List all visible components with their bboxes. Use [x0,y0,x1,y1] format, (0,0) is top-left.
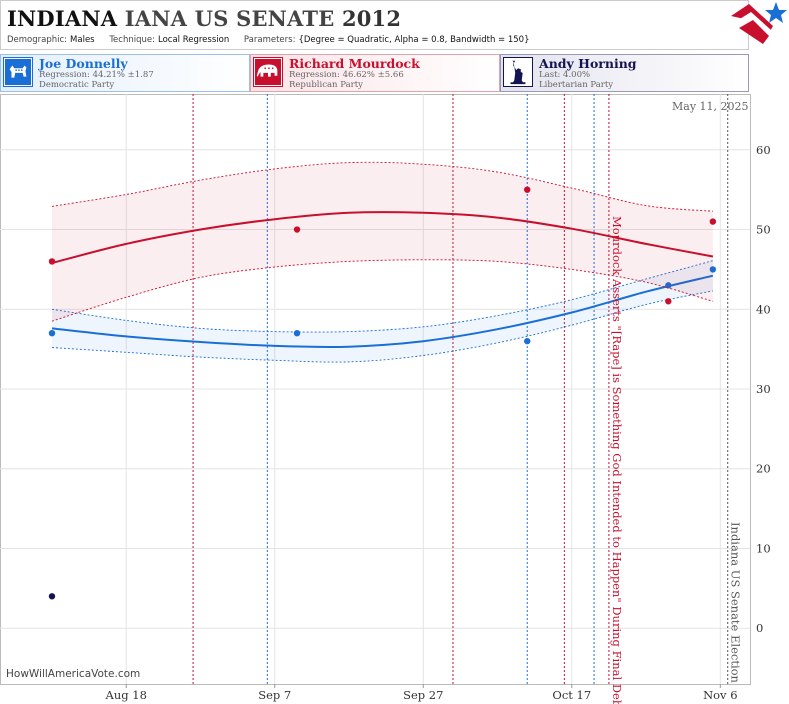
watermark: HowWillAmericaVote.com [6,668,141,680]
trend-line [51,274,714,349]
technique-value: Local Regression [157,35,230,45]
trend-line [51,211,714,264]
y-tick-label: 50 [756,223,771,237]
poll-point [48,329,56,337]
y-tick-label: 20 [756,462,771,476]
title-state: INDIANA [7,6,118,31]
candidate-party: Democratic Party [39,80,115,90]
confidence-band [52,162,713,322]
band-lower-line [51,259,714,322]
y-tick-label: 30 [756,382,771,396]
poll-point [524,186,531,193]
x-tick-label: Oct 17 [552,688,591,702]
candidate-party: Libertarian Party [539,80,614,90]
poll-point [665,298,672,305]
confidence-band [52,260,713,362]
parameters-value: {Degree = Quadratic, Alpha = 0.8, Bandwi… [298,35,530,45]
x-tick-label: Nov 6 [703,688,737,702]
header: INDIANA IANA US SENATE 2012 Demographic:… [0,0,749,50]
elephant-icon [253,57,283,87]
poll-point [48,593,56,600]
y-tick-label: 10 [756,541,771,555]
parameters-label: Parameters: [243,35,296,45]
page-title: INDIANA IANA US SENATE 2012 [7,6,401,31]
donkey-icon [3,57,33,87]
demographic-value: Males [70,35,95,45]
x-tick-label: Sep 7 [258,688,291,702]
poll-point [293,226,301,233]
candidate-card-republican: Richard Mourdock Regression: 46.62% ±5.6… [250,54,500,92]
statue-of-liberty-icon [503,57,533,87]
candidate-regression: Regression: 44.21% ±1.87 [39,70,154,80]
candidate-card-libertarian: Andy Horning Last: 4.00% Libertarian Par… [500,54,749,92]
title-year: 2012 [341,6,402,31]
title-race: IANA US SENATE [124,6,335,31]
candidate-name: Joe Donnelly [39,56,128,71]
candidate-name: Richard Mourdock [289,56,420,71]
candidate-regression: Regression: 46.62% ±5.66 [289,70,404,80]
candidate-card-democrat: Joe Donnelly Regression: 44.21% ±1.87 De… [0,54,250,92]
y-tick-label: 40 [756,302,771,316]
date-stamp: May 11, 2025 [672,100,749,113]
event-annotation: Indiana US Senate Election [729,522,743,684]
band-upper-line [51,161,713,212]
y-tick-label: 0 [756,621,763,635]
y-tick-label: 60 [756,143,771,157]
event-annotation: Mourdock Asserts "[Rape] is Something Go… [610,216,624,704]
poll-point [709,218,717,225]
x-tick-label: Sep 27 [403,688,443,702]
candidate-party: Republican Party [289,80,363,90]
demographic-label: Demographic: [7,35,68,45]
chart-parameters: Demographic: Males Technique: Local Regres… [7,35,542,45]
poll-point [524,337,531,345]
poll-point [665,282,672,289]
poll-point [709,266,717,273]
candidate-name: Andy Horning [539,56,637,71]
technique-label: Technique: [109,35,155,45]
poll-point [293,329,301,337]
flag-star-logo-icon [731,2,787,44]
poll-point [48,258,56,265]
x-tick-label: Aug 18 [105,688,147,702]
candidate-last: Last: 4.00% [539,70,591,80]
band-upper-line [51,260,714,333]
